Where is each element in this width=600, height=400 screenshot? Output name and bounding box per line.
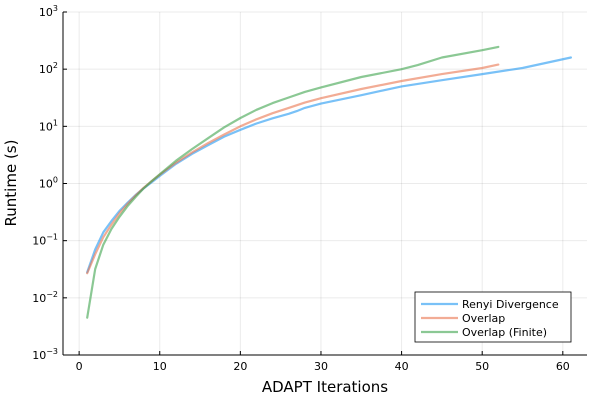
y-tick-label: 10−3 [32, 347, 58, 362]
series-line-renyi-divergence [86, 56, 572, 274]
x-tick-label: 40 [395, 360, 409, 373]
x-tick-labels: 0 10 20 30 40 50 60 [76, 351, 570, 373]
series-line-overlap [86, 63, 500, 275]
y-tick-label: 100 [39, 176, 58, 191]
x-tick-label: 30 [314, 360, 328, 373]
y-axis-label: Runtime (s) [2, 140, 20, 227]
y-tick-labels: 10−3 10−2 10−1 100 101 102 103 [32, 4, 67, 362]
x-tick-label: 0 [76, 360, 83, 373]
y-tick-label: 10−1 [32, 233, 58, 248]
y-tick-label: 101 [39, 118, 58, 133]
legend-label: Overlap (Finite) [462, 326, 547, 339]
y-tick-label: 10−2 [32, 290, 58, 305]
x-axis-label: ADAPT Iterations [262, 378, 388, 396]
legend-label: Overlap [462, 312, 505, 325]
x-tick-label: 10 [153, 360, 167, 373]
legend-label: Renyi Divergence [462, 298, 559, 311]
series-line-overlap-finite [86, 45, 500, 319]
y-tick-label: 102 [39, 61, 58, 76]
x-tick-label: 60 [556, 360, 570, 373]
series-group [86, 45, 572, 319]
x-tick-label: 50 [475, 360, 489, 373]
y-tick-label: 103 [39, 4, 58, 19]
x-tick-label: 20 [233, 360, 247, 373]
